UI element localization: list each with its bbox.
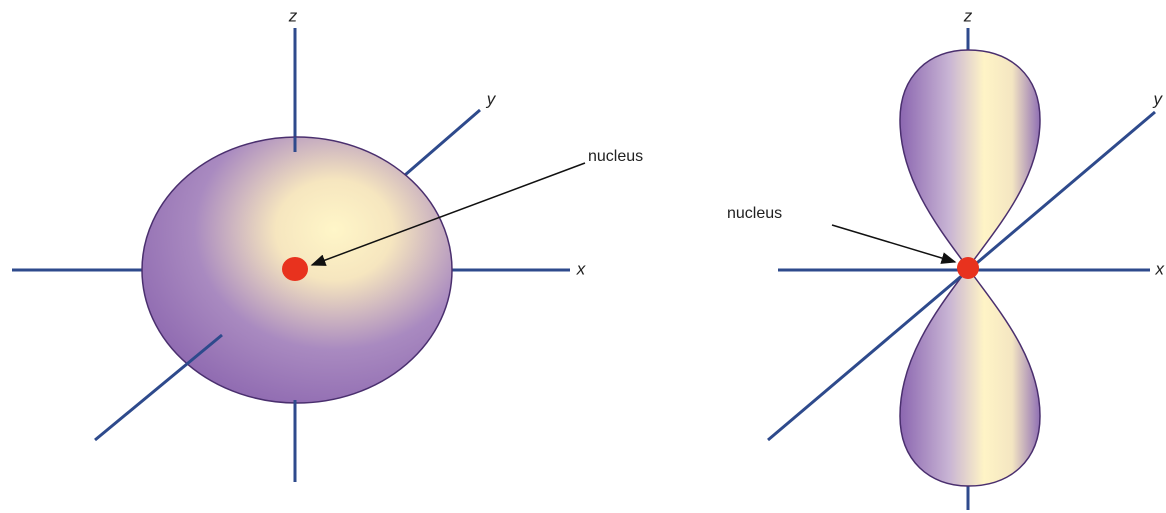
axis-label: y xyxy=(486,89,497,108)
y-axis xyxy=(95,335,222,440)
pointer-arrow xyxy=(832,225,955,262)
nucleus-label: nucleus xyxy=(727,205,782,222)
orbital-diagrams: z y x nucleus z y x nucleus xyxy=(0,0,1166,513)
axis-label: z xyxy=(963,6,973,25)
s-orbital: z y x nucleus xyxy=(12,6,643,482)
nucleus xyxy=(957,257,979,279)
axis-label: x xyxy=(576,259,586,278)
nucleus-label: nucleus xyxy=(588,148,643,165)
axis-label: z xyxy=(288,6,298,25)
p-orbital: z y x nucleus xyxy=(727,6,1165,510)
page: z y x nucleus z y x nucleus (() => { con… xyxy=(0,0,1166,513)
axis-label: y xyxy=(1153,89,1164,108)
y-axis xyxy=(405,110,480,175)
nucleus xyxy=(282,257,308,281)
upper-lobe xyxy=(900,50,1040,268)
lower-lobe xyxy=(900,268,1040,486)
axis-label: x xyxy=(1155,259,1165,278)
